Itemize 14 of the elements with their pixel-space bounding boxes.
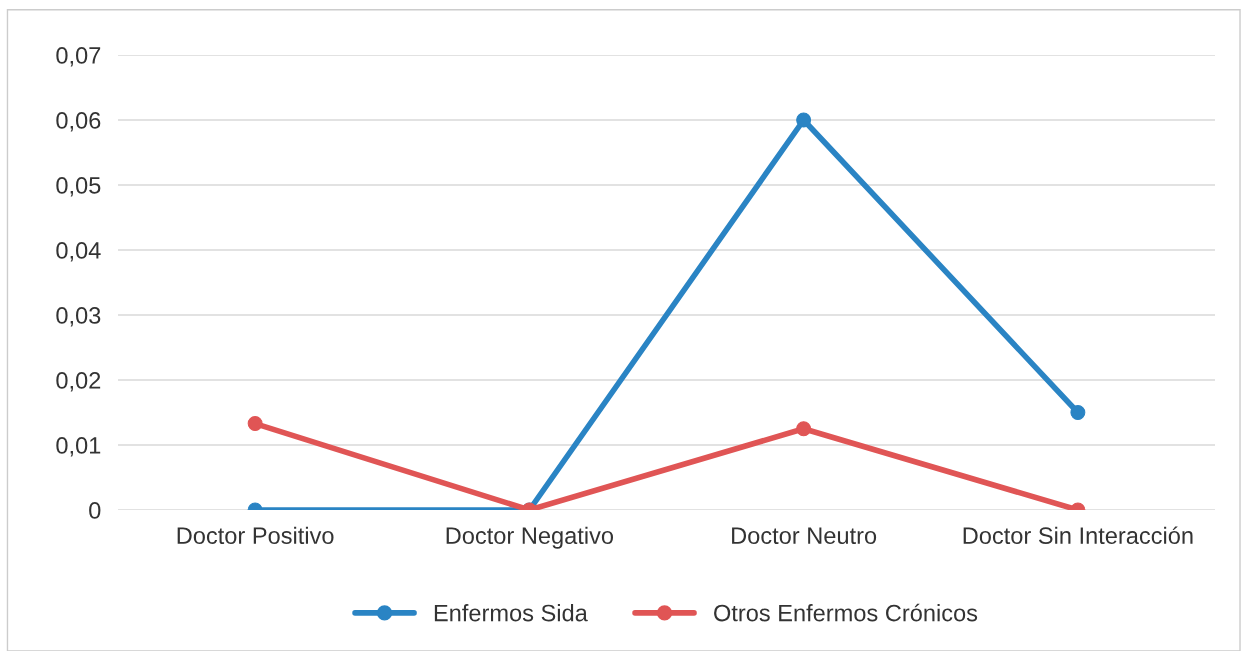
legend-label: Enfermos Sida bbox=[434, 604, 588, 622]
legend-label: Otros Enfermos Crónicos bbox=[714, 603, 978, 622]
y-tick-label: 0,06 bbox=[56, 112, 101, 132]
x-tick-label: Doctor Sin Interacción bbox=[963, 526, 1193, 545]
x-tick-label: Doctor Negativo bbox=[446, 526, 614, 549]
x-tick-label: Doctor Positivo bbox=[177, 526, 334, 545]
y-tick-label: 0,05 bbox=[56, 177, 101, 197]
y-tick-label: 0 bbox=[89, 502, 101, 519]
x-tick-label: Doctor Neutro bbox=[732, 527, 877, 545]
y-tick-label: 0,07 bbox=[56, 47, 101, 67]
y-tick-label: 0,02 bbox=[56, 372, 101, 392]
y-tick-label: 0,04 bbox=[56, 242, 101, 262]
y-tick-label: 0,01 bbox=[56, 437, 101, 457]
y-tick-label: 0,03 bbox=[56, 307, 101, 327]
